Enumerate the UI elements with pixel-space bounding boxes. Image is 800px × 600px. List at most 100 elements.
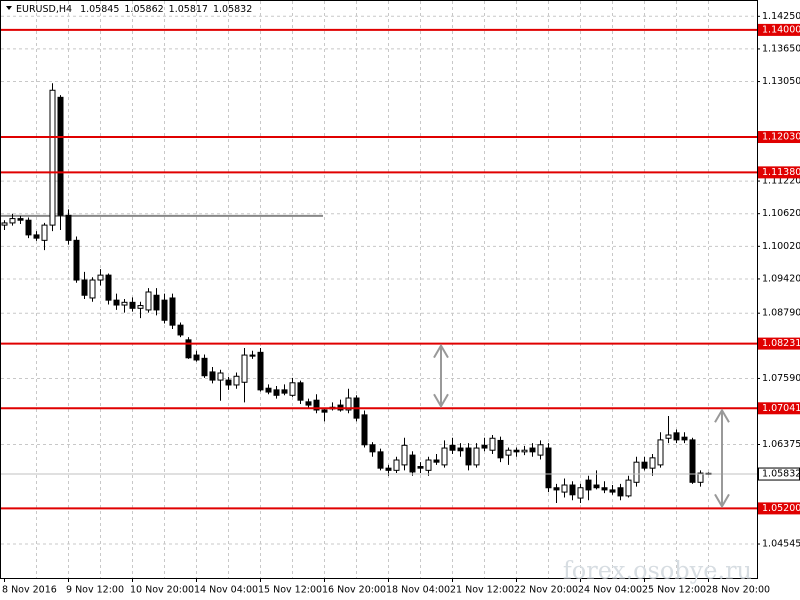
candle-body [425, 459, 432, 471]
candle-body [121, 301, 128, 306]
level-label-bg [758, 23, 800, 36]
candle-body [257, 351, 264, 391]
menu-icon[interactable] [6, 6, 12, 10]
candle-body [297, 382, 304, 401]
candle-body [673, 432, 680, 441]
candle-body [617, 487, 624, 497]
candle-body [281, 389, 288, 394]
candle-body [569, 484, 576, 496]
candle-body [385, 467, 392, 471]
level-label: 1.08231 [762, 338, 800, 349]
candle-body [585, 479, 592, 491]
candle-body [105, 274, 112, 301]
candle-body [113, 299, 120, 306]
candle-body [225, 379, 232, 386]
candle-body [185, 339, 192, 359]
candle-body [209, 371, 216, 381]
header-ohlc: 1.05862 [124, 4, 163, 15]
candle-body [649, 457, 656, 469]
candle-body [313, 399, 320, 411]
y-tick-label: 1.08790 [762, 308, 800, 319]
candle-body [25, 219, 32, 236]
candle-body [201, 357, 208, 377]
y-tick-label: 1.10620 [762, 208, 800, 219]
candle-body [593, 484, 600, 489]
y-tick-label: 1.06375 [762, 439, 800, 450]
level-label: 1.12030 [762, 132, 800, 143]
candle-body [481, 444, 488, 449]
candle-body [505, 449, 512, 456]
candle-body [641, 461, 648, 469]
x-tick-label: 21 Nov 12:00 [450, 585, 514, 596]
x-tick-label: 14 Nov 04:00 [194, 585, 258, 596]
candle-body [169, 297, 176, 326]
candle-body [65, 214, 72, 241]
candle-body [449, 444, 456, 451]
symbol: EURUSD,H4 [16, 4, 72, 15]
candle-body [145, 291, 152, 311]
candle-body [33, 234, 40, 239]
y-tick-label: 1.14250 [762, 11, 800, 22]
candle-body [241, 354, 248, 383]
candle-body [97, 274, 104, 281]
candle-body [249, 354, 256, 357]
arrow-head [433, 343, 449, 359]
level-label-bg [758, 131, 800, 144]
candle-body [233, 375, 240, 386]
x-tick-label: 16 Nov 20:00 [322, 585, 386, 596]
arrow-head [714, 493, 730, 509]
candle-body [401, 444, 408, 466]
candle-body [393, 459, 400, 471]
candle-body [465, 447, 472, 466]
candle-body [9, 218, 16, 224]
candle-body [177, 324, 184, 336]
candle-body [305, 401, 312, 406]
candle-body [49, 89, 56, 226]
arrow-head [433, 393, 449, 409]
candle-body [697, 472, 704, 483]
x-tick-label: 15 Nov 12:00 [258, 585, 322, 596]
y-tick-label: 1.13650 [762, 43, 800, 54]
header-ohlc: 1.05845 [80, 4, 119, 15]
candle-body [129, 301, 136, 309]
x-tick-label: 10 Nov 20:00 [130, 585, 194, 596]
candle-body [681, 436, 688, 441]
x-tick-label: 28 Nov 20:00 [706, 585, 770, 596]
candle-body [489, 437, 496, 451]
candle-body [137, 305, 144, 309]
watermark: forex.osobye.ru [563, 557, 752, 585]
candle-body [545, 447, 552, 489]
level-label: 1.14000 [762, 24, 800, 35]
candle-body [321, 409, 328, 413]
plot-frame [0, 0, 758, 579]
candle-body [417, 466, 424, 469]
x-tick-label: 18 Nov 04:00 [386, 585, 450, 596]
candle-body [609, 489, 616, 493]
level-label-bg [758, 502, 800, 515]
level-label-bg [758, 402, 800, 415]
candle-body [161, 299, 168, 321]
range-arrow [433, 343, 449, 409]
candle-body [17, 218, 24, 221]
level-label-bg [758, 166, 800, 179]
y-tick-label: 1.11220 [762, 176, 800, 187]
candle-body [601, 487, 608, 491]
candle-body [633, 461, 640, 483]
range-arrow [714, 408, 730, 509]
y-tick-label: 1.10020 [762, 241, 800, 252]
header-ohlc: 1.05832 [213, 4, 252, 15]
header-ohlc: 1.05817 [169, 4, 208, 15]
x-tick-label: 9 Nov 12:00 [66, 585, 124, 596]
level-label-bg [758, 337, 800, 350]
candle-body [193, 354, 200, 361]
candle-body [457, 447, 464, 452]
y-tick-label: 1.07590 [762, 373, 800, 384]
level-label: 1.05200 [762, 503, 800, 514]
chart-header: EURUSD,H4 1.05845 1.05862 1.05817 1.05832 [16, 4, 252, 15]
x-tick-label: 8 Nov 2016 [2, 585, 57, 596]
candle-body [473, 447, 480, 466]
x-tick-label: 22 Nov 20:00 [514, 585, 578, 596]
candle-body [1, 222, 8, 226]
